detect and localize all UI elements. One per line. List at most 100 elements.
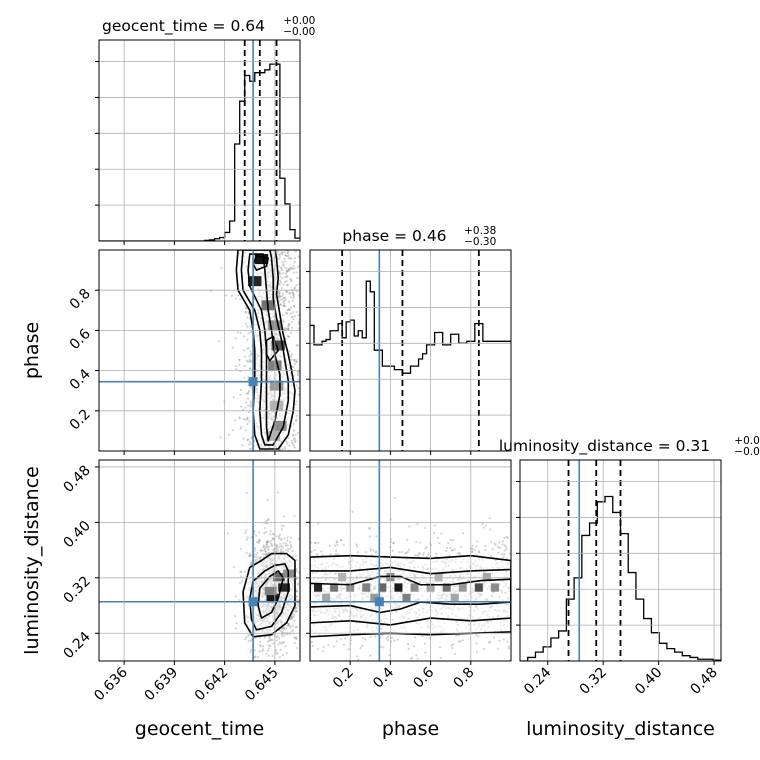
sample-point [390,636,393,639]
x-tick-label: 0.24 [521,664,554,697]
sample-point [503,549,506,552]
sample-point [295,271,298,274]
sample-point [297,255,300,258]
sample-point [288,292,291,295]
sample-point [300,276,302,278]
sample-point [269,638,273,642]
sample-point [335,541,339,544]
sample-point [277,258,280,261]
sample-point [318,259,320,261]
sample-point [241,444,244,447]
sample-point [505,548,508,551]
title-lower-error: −0.30 [464,236,496,248]
hist-panel-geocent_time: geocent_time = 0.64 +0.00−0.00 [95,15,315,245]
sample-point [250,563,253,566]
sample-point [243,355,247,358]
sample-point [271,638,274,642]
sample-point [246,397,250,400]
sample-point [249,440,252,443]
sample-point [249,639,252,642]
density-panel-geocent_time-phase: 0.2 0.4 0.6 0.8 [67,249,320,455]
sample-point [294,606,297,609]
sample-point [295,646,298,650]
sample-point [275,639,278,642]
sample-point [280,550,283,553]
sample-point [475,545,478,548]
sample-point [249,405,253,408]
sample-point [234,595,237,598]
density-cell [283,569,295,578]
sample-point [275,544,278,547]
sample-point [235,365,238,368]
title-lower-error: −0.00 [283,26,315,38]
sample-point [246,316,249,319]
sample-point [255,534,258,537]
sample-point [247,391,250,394]
sample-point [285,652,289,655]
marginal-title: phase = 0.46 [342,227,446,245]
sample-point [279,303,283,306]
sample-point [310,332,312,334]
sample-point [281,277,284,280]
sample-point [267,545,270,548]
sample-point [407,647,410,650]
sample-point [424,651,427,654]
sample-point [461,532,465,535]
sample-point [291,441,294,444]
sample-point [439,656,442,659]
sample-point [267,654,270,657]
sample-point [280,677,282,679]
sample-point [282,542,285,545]
sample-point [447,541,450,544]
sample-point [303,321,305,323]
hist-panel-luminosity_distance-plot-area [520,460,721,661]
sample-point [297,393,300,396]
sample-point [285,270,288,273]
sample-point [287,622,290,625]
sample-point [279,281,282,284]
sample-point [290,618,293,621]
sample-point [279,279,282,282]
sample-point [239,388,243,392]
sample-point [272,537,275,540]
sample-point [281,313,285,317]
sample-point [471,547,474,551]
sample-point [264,530,268,533]
sample-point [242,417,245,421]
sample-point [317,647,320,651]
sample-point [246,536,249,539]
sample-point [435,552,438,555]
sample-point [392,542,395,545]
sample-point [301,597,303,599]
panel-border [98,39,301,242]
sample-point [292,443,295,446]
sample-point [361,644,364,647]
sample-point [269,644,272,647]
sample-point [425,545,428,549]
panel-border [98,459,301,662]
sample-point [497,545,500,548]
sample-point [266,518,269,522]
sample-point [454,652,457,655]
sample-point [282,320,285,323]
sample-point [259,556,262,559]
sample-point [283,257,286,260]
sample-point [489,528,492,531]
sample-point [236,331,239,334]
sample-point [292,291,295,294]
sample-point [291,616,294,619]
sample-point [280,548,283,551]
sample-point [423,526,427,530]
sample-point [451,549,454,552]
y-tick-label: 0.40 [60,518,93,551]
title-upper-error: +0.04 [734,435,760,447]
sample-point [268,636,271,639]
sample-point [422,551,425,555]
sample-point [295,595,298,598]
sample-point [296,374,300,377]
sample-point [396,638,399,641]
sample-point [382,646,385,649]
sample-point [344,637,347,640]
sample-point [276,652,279,655]
sample-point [477,635,480,638]
